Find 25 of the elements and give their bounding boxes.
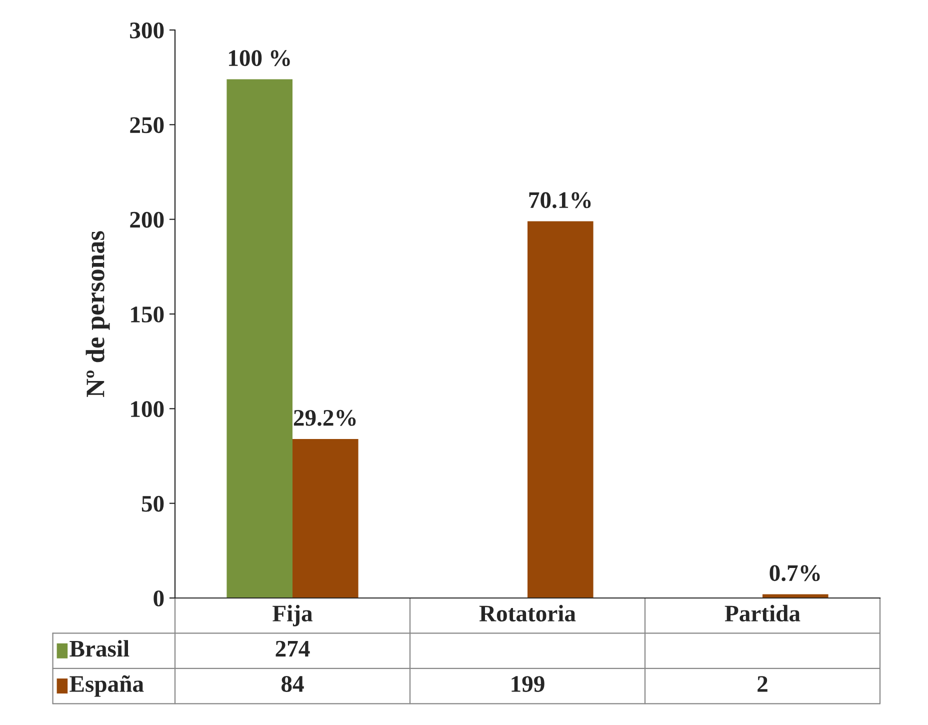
y-tick-label: 200: [130, 212, 164, 228]
y-tick-label: 300: [130, 22, 164, 38]
data-label: 84: [281, 676, 304, 692]
y-tick-label: 0: [154, 590, 164, 606]
data-label: 199: [512, 676, 544, 692]
y-axis-title: Nº de personas: [86, 231, 110, 398]
x-tick-label: Rotatoria: [479, 604, 576, 622]
x-tick-label: Partida: [724, 604, 800, 622]
y-tick-label: 50: [142, 496, 164, 512]
data-label: 274: [276, 640, 310, 656]
x-tick-label: Fija: [272, 604, 312, 626]
y-tick-label: 100: [131, 401, 164, 418]
y-tick-label: 150: [131, 306, 164, 322]
y-tick-label: 250: [130, 117, 164, 134]
annotation: 100 %: [229, 50, 290, 66]
legend-label: España: [70, 675, 144, 697]
bar: [292, 438, 358, 598]
legend-label: Brasil: [70, 640, 130, 657]
bar: [226, 79, 292, 598]
data-label: 2: [758, 676, 768, 692]
annotation: 29.2%: [294, 410, 356, 426]
bar: [762, 594, 828, 598]
annotation: 70.1%: [529, 192, 591, 208]
annotation: 0.7%: [770, 565, 820, 582]
bar: [528, 221, 594, 598]
